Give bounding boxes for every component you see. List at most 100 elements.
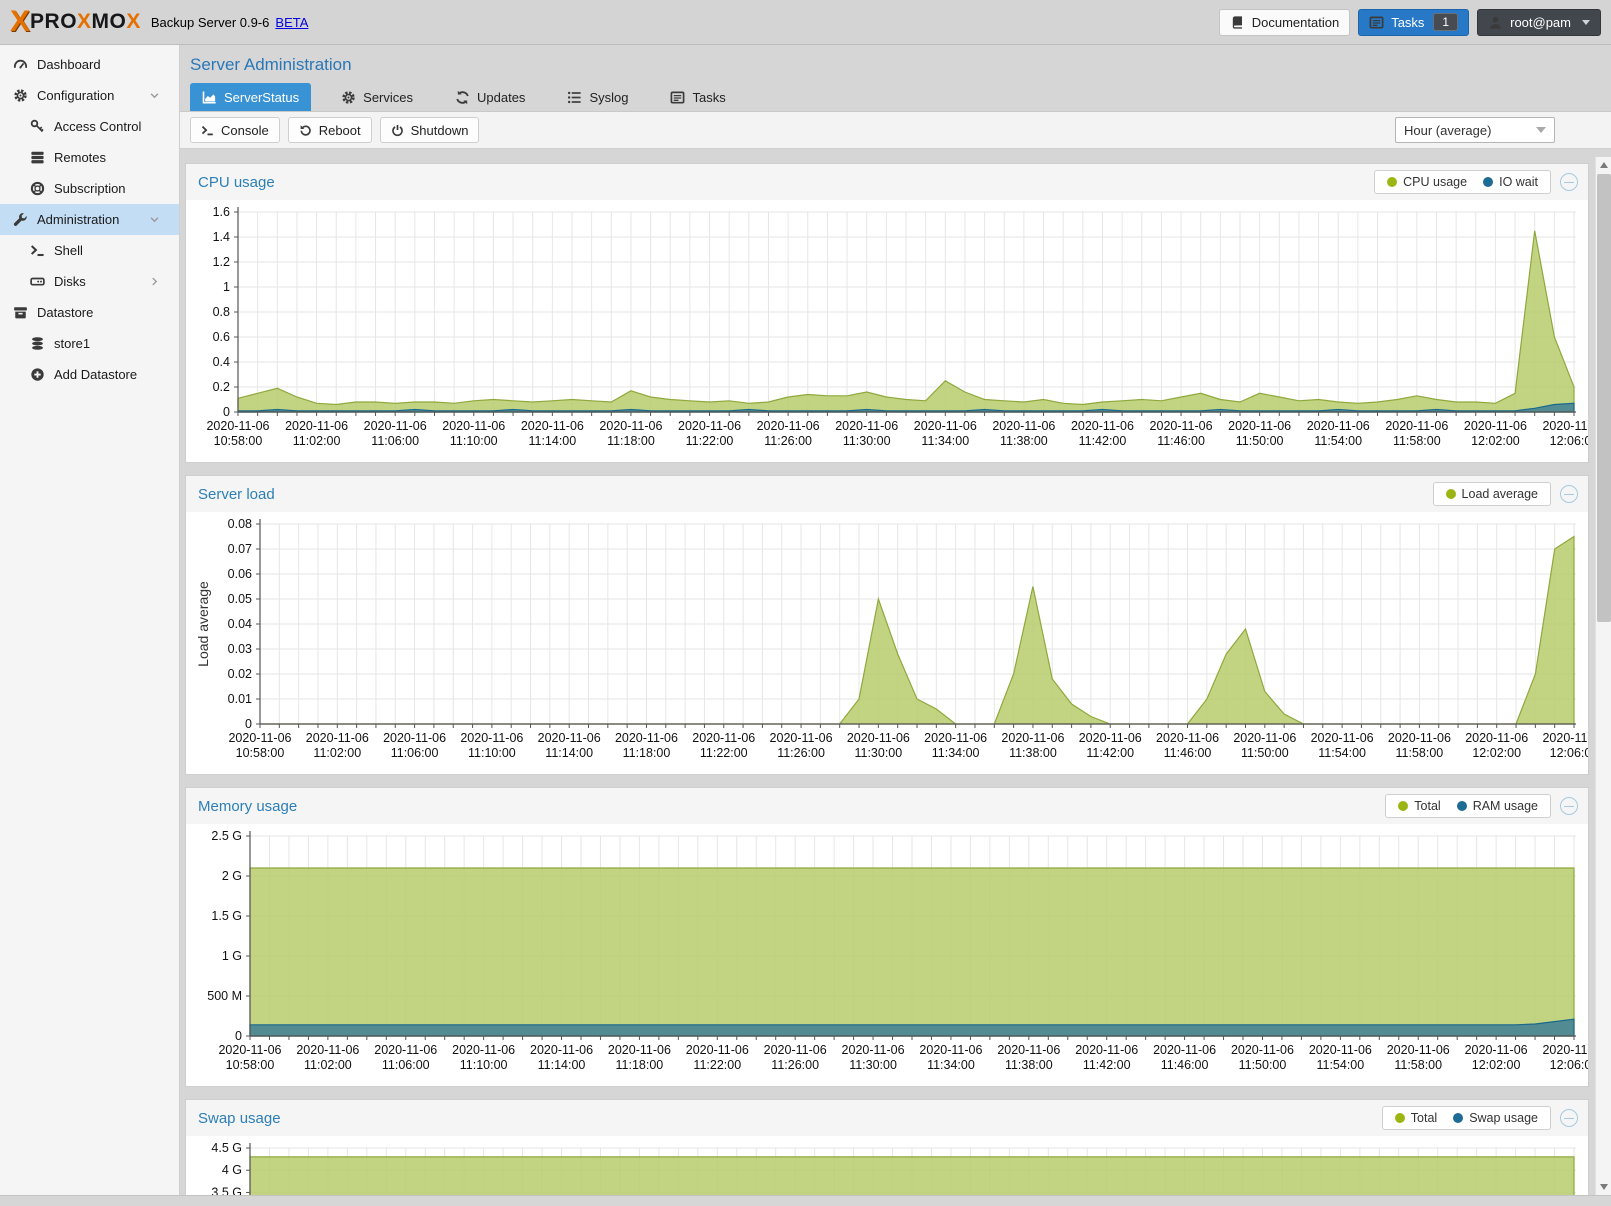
swap-usage-header: Swap usage Total Swap usage: [186, 1100, 1588, 1136]
sidebar-item-datastore[interactable]: Datastore: [0, 297, 179, 328]
panels-viewport: CPU usage CPU usage IO wait 0 0.2 0.4 0.6 0.8 1 1…: [180, 157, 1595, 1195]
sidebar-item-add-datastore[interactable]: Add Datastore: [0, 359, 179, 390]
user-label: root@pam: [1510, 14, 1571, 30]
scroll-down-arrow[interactable]: [1596, 1179, 1611, 1195]
sidebar-item-subscription[interactable]: Subscription: [0, 173, 179, 204]
legend-item-swap-usage[interactable]: Swap usage: [1453, 1111, 1538, 1125]
svg-text:11:10:00: 11:10:00: [450, 434, 498, 448]
tab-syslog[interactable]: Syslog: [555, 83, 640, 111]
tasks-label: Tasks: [1391, 14, 1425, 30]
svg-text:1.5 G: 1.5 G: [211, 909, 242, 923]
svg-text:10:58:00: 10:58:00: [236, 746, 285, 760]
svg-text:11:50:00: 11:50:00: [1241, 746, 1289, 760]
svg-text:2020-11-06: 2020-11-06: [924, 731, 987, 745]
documentation-button[interactable]: Documentation: [1218, 8, 1351, 36]
svg-text:2020-11-06: 2020-11-06: [764, 1043, 827, 1057]
legend-dot-icon: [1387, 177, 1398, 187]
reboot-button[interactable]: Reboot: [287, 117, 372, 143]
svg-text:2020-11-06: 2020-11-06: [374, 1043, 437, 1057]
sidebar-item-shell[interactable]: Shell: [0, 235, 179, 266]
time-range-select[interactable]: Hour (average): [1395, 117, 1555, 143]
tab-updates[interactable]: Updates: [443, 83, 537, 111]
svg-text:0.4: 0.4: [213, 355, 230, 369]
svg-text:11:30:00: 11:30:00: [849, 1058, 897, 1072]
legend-item-cpu-usage[interactable]: CPU usage: [1387, 175, 1467, 189]
svg-text:2020-11-06: 2020-11-06: [599, 419, 662, 433]
legend-dot-icon: [1483, 177, 1494, 187]
legend-item-ram-usage[interactable]: RAM usage: [1456, 799, 1538, 813]
refresh-icon: [455, 90, 470, 105]
sidebar-item-disks[interactable]: Disks: [0, 266, 179, 297]
legend-dot-icon: [1453, 1113, 1464, 1123]
collapse-icon[interactable]: [1560, 173, 1578, 191]
legend-item-total[interactable]: Total: [1398, 799, 1441, 813]
svg-text:12:02:00: 12:02:00: [1472, 1058, 1521, 1072]
legend-item-load-average[interactable]: Load average: [1445, 487, 1538, 501]
legend-dot-icon: [1456, 801, 1467, 811]
svg-text:Load average: Load average: [195, 581, 211, 667]
svg-text:2020-11-06: 2020-11-06: [770, 731, 833, 745]
svg-text:1: 1: [223, 280, 230, 294]
svg-text:1.4: 1.4: [213, 230, 230, 244]
shutdown-button[interactable]: Shutdown: [379, 117, 480, 143]
svg-text:2020-11-06: 2020-11-06: [364, 419, 427, 433]
brand-wordmark: PROXMOX: [30, 10, 141, 34]
svg-text:1.2: 1.2: [213, 255, 230, 269]
svg-text:11:34:00: 11:34:00: [921, 434, 969, 448]
remotes-icon: [30, 150, 45, 165]
legend-item-total[interactable]: Total: [1394, 1111, 1437, 1125]
chevron-down-icon: [149, 214, 160, 225]
tasks-button[interactable]: Tasks 1: [1358, 8, 1470, 36]
svg-text:11:42:00: 11:42:00: [1086, 746, 1134, 760]
sidebar-item-configuration[interactable]: Configuration: [0, 80, 179, 111]
collapse-icon[interactable]: [1560, 797, 1578, 815]
collapse-icon[interactable]: [1560, 485, 1578, 503]
legend-item-io-wait[interactable]: IO wait: [1483, 175, 1538, 189]
sidebar-item-administration[interactable]: Administration: [0, 204, 179, 235]
user-menu-button[interactable]: root@pam: [1477, 8, 1601, 36]
svg-text:2020-11-06: 2020-11-06: [285, 419, 348, 433]
tab-bar: ServerStatus Services Updates Syslog Tasks: [180, 83, 1611, 111]
svg-text:11:46:00: 11:46:00: [1157, 434, 1205, 448]
sidebar-item-label: Administration: [37, 212, 120, 227]
svg-text:11:58:00: 11:58:00: [1393, 434, 1441, 448]
toolbar: Console Reboot Shutdown Hour (average): [180, 111, 1611, 149]
chevron-down-icon: [1582, 19, 1590, 25]
tab-serverstatus[interactable]: ServerStatus: [190, 83, 312, 111]
legend-dot-icon: [1394, 1113, 1405, 1123]
tab-label: Tasks: [692, 89, 726, 105]
sidebar-item-dashboard[interactable]: Dashboard: [0, 49, 179, 80]
svg-text:11:34:00: 11:34:00: [932, 746, 980, 760]
sidebar-item-remotes[interactable]: Remotes: [0, 142, 179, 173]
beta-link[interactable]: BETA: [275, 14, 309, 30]
svg-text:2020-11-06: 2020-11-06: [1387, 1043, 1450, 1057]
hdd-icon: [30, 274, 45, 289]
vertical-scrollbar[interactable]: [1595, 157, 1611, 1195]
panel-title: Swap usage: [198, 1109, 281, 1127]
svg-text:2020-11-06: 2020-11-06: [521, 419, 584, 433]
svg-text:11:58:00: 11:58:00: [1394, 1058, 1442, 1072]
collapse-icon[interactable]: [1560, 1109, 1578, 1127]
cpu-usage-panel: CPU usage CPU usage IO wait 0 0.2 0.4 0.6 0.8 1 1…: [185, 163, 1589, 463]
svg-text:0: 0: [245, 717, 252, 731]
svg-text:2020-11-06: 2020-11-06: [847, 731, 910, 745]
sidebar-item-access-control[interactable]: Access Control: [0, 111, 179, 142]
tab-services[interactable]: Services: [329, 83, 425, 111]
svg-text:2020-11-06: 2020-11-06: [1079, 731, 1142, 745]
chevron-right-icon: [149, 276, 160, 287]
svg-text:11:42:00: 11:42:00: [1083, 1058, 1131, 1072]
scrollbar-thumb[interactable]: [1597, 174, 1611, 622]
svg-text:2.5 G: 2.5 G: [211, 829, 242, 843]
console-button[interactable]: Console: [190, 117, 280, 143]
tab-tasks[interactable]: Tasks: [658, 83, 737, 111]
svg-text:2020-11-06: 2020-11-06: [538, 731, 601, 745]
datastore-icon: [13, 305, 28, 320]
svg-text:12:06:00: 12:06:00: [1550, 434, 1588, 448]
chevron-down-icon: [149, 90, 160, 101]
brand-part: X: [77, 10, 92, 33]
top-bar: X PROXMOX Backup Server 0.9-6 BETA Docum…: [0, 0, 1611, 45]
scroll-up-arrow[interactable]: [1596, 157, 1611, 173]
svg-text:2020-11-06: 2020-11-06: [997, 1043, 1060, 1057]
sidebar-item-store1[interactable]: store1: [0, 328, 179, 359]
